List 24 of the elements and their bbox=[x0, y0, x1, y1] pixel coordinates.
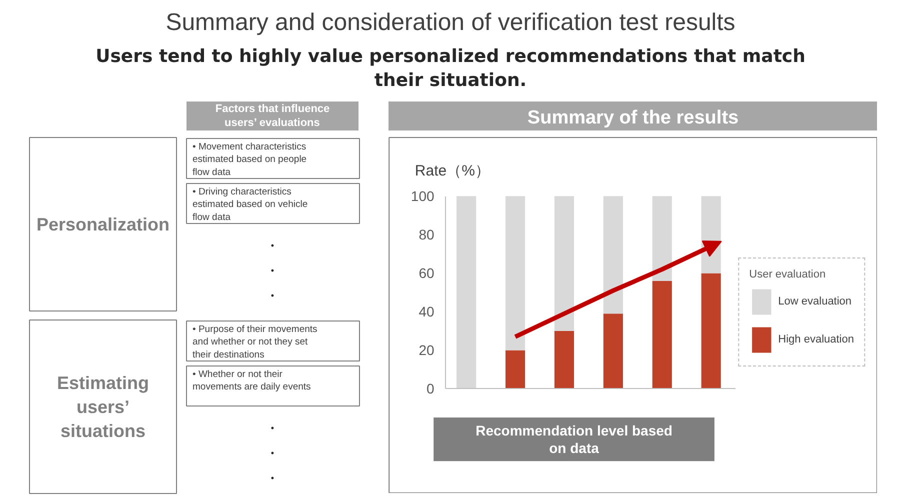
bar bbox=[701, 273, 721, 389]
bar bbox=[652, 280, 672, 389]
legend-label: High evaluation bbox=[778, 333, 854, 345]
y-tick-label: 40 bbox=[418, 304, 434, 320]
bar bbox=[554, 330, 574, 389]
bar bbox=[652, 196, 672, 281]
x-axis-title: Recommendation level based on data bbox=[476, 422, 672, 456]
y-axis-title: Rate（%） bbox=[414, 162, 490, 180]
y-tick-label: 60 bbox=[418, 265, 434, 282]
chart-title: Summary of the results bbox=[527, 108, 739, 128]
y-tick-label: 100 bbox=[410, 188, 434, 204]
y-tick-label: 0 bbox=[426, 380, 434, 397]
bar bbox=[603, 314, 623, 389]
legend-label: Low evaluation bbox=[778, 295, 852, 307]
legend-title: User evaluation bbox=[749, 268, 827, 280]
text: Users tend to highly value personalized recommendations that match their situation. bbox=[96, 46, 806, 92]
bar bbox=[505, 196, 526, 350]
y-tick-label: 80 bbox=[418, 226, 434, 243]
bar bbox=[456, 196, 476, 389]
bar bbox=[554, 196, 574, 331]
bar bbox=[603, 196, 623, 314]
bar bbox=[505, 350, 526, 389]
y-tick-label: 20 bbox=[418, 342, 434, 358]
text: Summary and consideration of verification test results bbox=[166, 9, 736, 36]
